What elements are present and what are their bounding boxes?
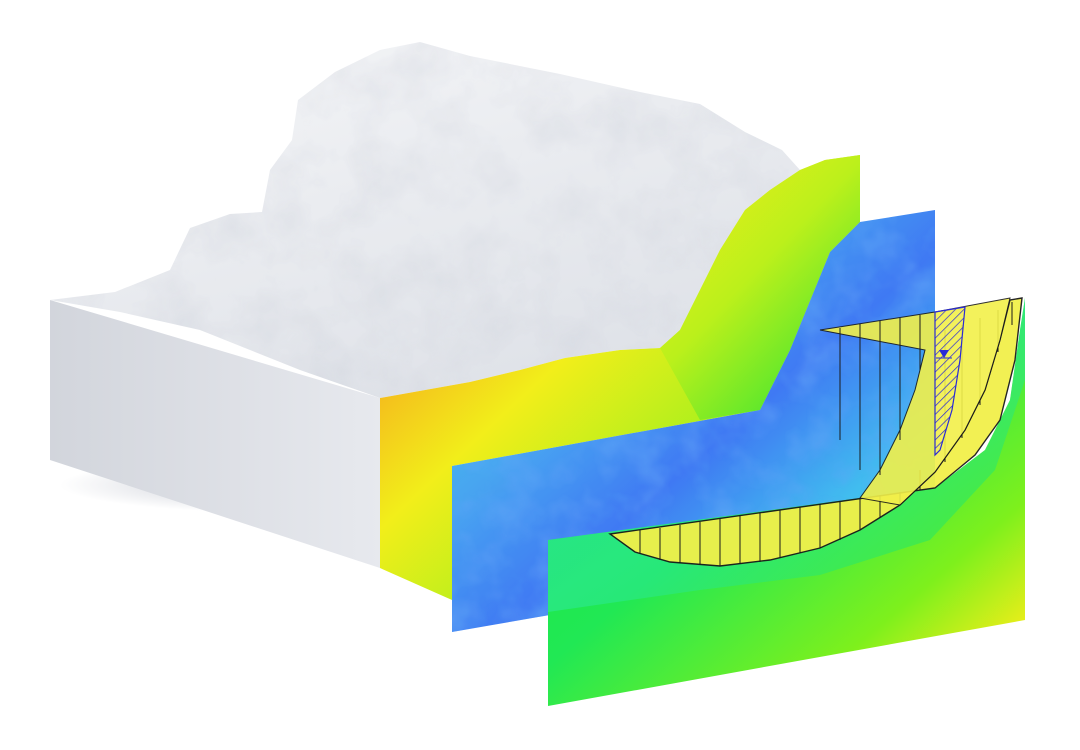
terrain-face-top-band bbox=[660, 155, 860, 420]
terrain-block-left-side bbox=[50, 300, 380, 568]
water-level-triangle bbox=[939, 350, 949, 358]
water-table-marker bbox=[934, 306, 966, 457]
slip-surface-slices bbox=[608, 297, 1023, 567]
